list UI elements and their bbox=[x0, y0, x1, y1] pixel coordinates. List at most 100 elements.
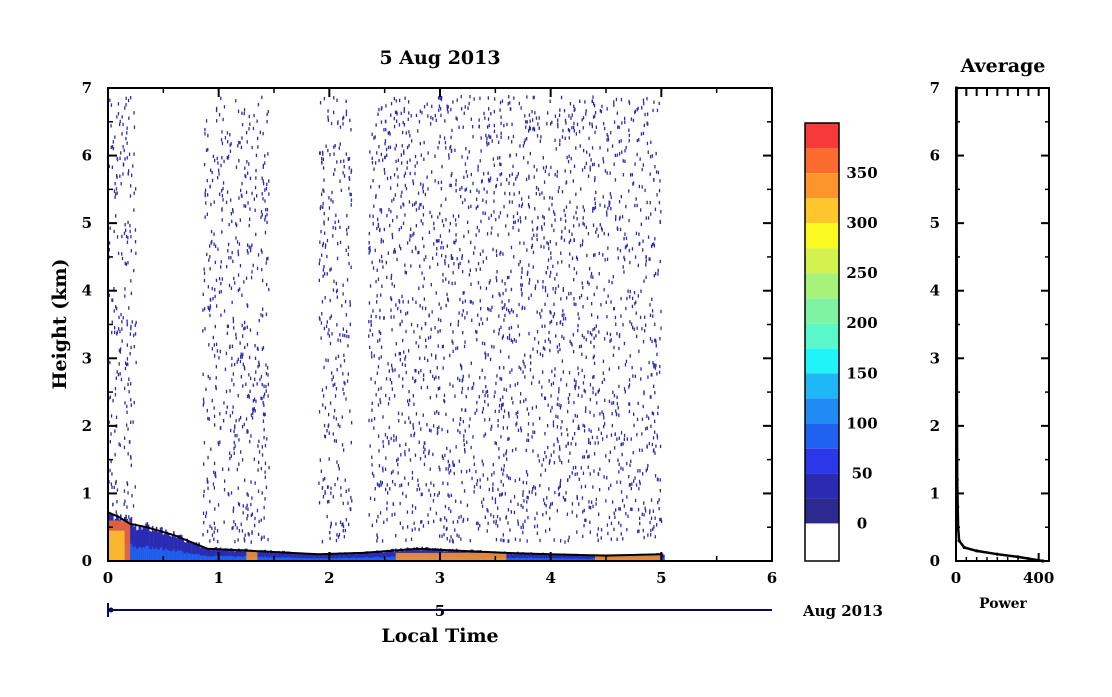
echo-speck bbox=[448, 471, 450, 475]
echo-speck bbox=[614, 432, 616, 436]
echo-speck bbox=[385, 487, 387, 492]
echo-speck bbox=[400, 453, 402, 457]
echo-speck bbox=[322, 201, 324, 206]
echo-speck bbox=[503, 366, 505, 370]
dense-echo-core bbox=[319, 558, 321, 561]
echo-speck bbox=[469, 94, 471, 99]
echo-speck bbox=[437, 387, 439, 391]
echo-speck bbox=[433, 424, 435, 428]
echo-speck bbox=[333, 172, 335, 176]
echo-speck bbox=[601, 410, 603, 414]
echo-speck bbox=[479, 299, 481, 303]
echo-speck bbox=[435, 118, 437, 122]
echo-speck bbox=[448, 229, 451, 233]
dense-echo-core bbox=[296, 558, 299, 561]
echo-speck bbox=[620, 431, 623, 435]
dense-echo-column bbox=[321, 554, 324, 561]
echo-speck bbox=[433, 483, 435, 488]
echo-speck bbox=[420, 427, 422, 431]
dense-echo-core bbox=[228, 556, 231, 561]
dense-echo-column bbox=[587, 555, 589, 561]
echo-speck bbox=[625, 306, 627, 311]
echo-speck bbox=[122, 162, 125, 166]
dense-echo-column bbox=[559, 555, 562, 561]
echo-speck bbox=[506, 122, 508, 127]
echo-speck bbox=[414, 368, 416, 373]
dense-echo-column bbox=[171, 535, 174, 561]
echo-speck bbox=[658, 507, 660, 511]
echo-speck bbox=[587, 280, 589, 284]
echo-speck bbox=[507, 136, 510, 140]
echo-speck bbox=[257, 444, 259, 448]
echo-speck bbox=[205, 514, 207, 519]
echo-speck bbox=[126, 362, 128, 367]
dense-echo-core bbox=[222, 555, 224, 561]
echo-speck bbox=[549, 321, 551, 325]
echo-speck bbox=[588, 282, 590, 286]
echo-speck bbox=[415, 208, 418, 212]
echo-speck bbox=[242, 334, 244, 338]
echo-speck bbox=[602, 371, 604, 375]
echo-speck bbox=[409, 234, 411, 238]
echo-speck bbox=[371, 471, 374, 476]
echo-speck bbox=[109, 468, 111, 473]
echo-speck bbox=[513, 510, 516, 515]
dense-echo-column bbox=[364, 553, 366, 561]
echo-speck bbox=[604, 126, 606, 131]
echo-speck bbox=[402, 221, 405, 225]
echo-speck bbox=[209, 539, 211, 543]
echo-speck bbox=[115, 305, 117, 309]
echo-speck bbox=[495, 381, 497, 386]
echo-speck bbox=[493, 129, 496, 134]
echo-speck bbox=[518, 477, 521, 481]
echo-speck bbox=[573, 267, 575, 271]
dense-echo-core bbox=[376, 556, 378, 561]
echo-speck bbox=[515, 447, 517, 451]
dense-echo-core bbox=[155, 547, 158, 561]
echo-speck bbox=[233, 446, 235, 451]
echo-speck bbox=[407, 482, 410, 486]
echo-speck bbox=[247, 493, 249, 497]
dense-echo-column bbox=[219, 547, 222, 561]
dense-echo-core bbox=[297, 557, 300, 561]
echo-speck bbox=[126, 505, 128, 509]
echo-speck bbox=[651, 309, 654, 313]
echo-speck bbox=[509, 310, 511, 315]
echo-speck bbox=[621, 121, 623, 125]
main-title: 5 Aug 2013 bbox=[379, 47, 500, 69]
echo-speck bbox=[553, 210, 555, 214]
echo-speck bbox=[405, 271, 407, 275]
echo-speck bbox=[258, 318, 260, 323]
echo-speck bbox=[613, 527, 615, 532]
echo-speck bbox=[394, 147, 396, 151]
echo-speck bbox=[399, 352, 401, 356]
echo-speck bbox=[520, 503, 522, 508]
dense-echo-core bbox=[151, 546, 154, 561]
echo-speck bbox=[424, 192, 426, 197]
echo-speck bbox=[636, 152, 638, 157]
echo-speck bbox=[246, 343, 249, 347]
echo-speck bbox=[262, 197, 264, 201]
echo-speck bbox=[405, 329, 407, 334]
echo-speck bbox=[536, 350, 539, 354]
echo-speck bbox=[603, 424, 605, 429]
echo-speck bbox=[116, 370, 118, 374]
echo-speck bbox=[463, 443, 465, 447]
echo-speck bbox=[438, 104, 441, 108]
echo-speck bbox=[552, 423, 555, 428]
dense-echo-column bbox=[518, 553, 520, 561]
echo-speck bbox=[639, 481, 641, 486]
echo-speck bbox=[112, 140, 114, 144]
echo-speck bbox=[251, 270, 253, 274]
echo-speck bbox=[633, 412, 635, 416]
echo-speck bbox=[528, 331, 530, 336]
echo-speck bbox=[462, 419, 464, 424]
echo-speck bbox=[202, 329, 204, 333]
echo-speck bbox=[559, 142, 561, 147]
echo-speck bbox=[348, 261, 350, 266]
echo-speck bbox=[238, 196, 240, 200]
echo-speck bbox=[617, 256, 619, 260]
echo-speck bbox=[240, 188, 242, 193]
echo-speck bbox=[390, 297, 393, 302]
echo-speck bbox=[261, 396, 263, 401]
